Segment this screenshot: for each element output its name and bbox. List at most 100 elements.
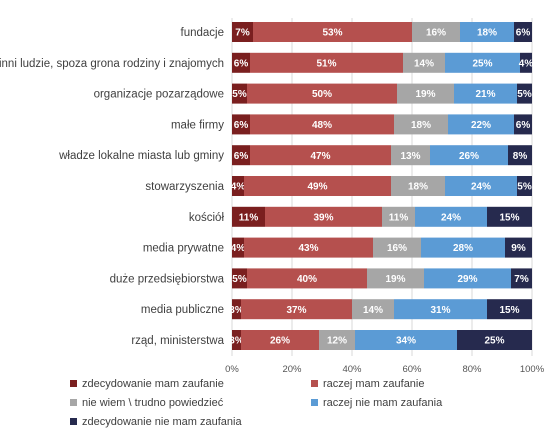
bar-value-label: 5%	[517, 182, 532, 193]
bar-segment	[382, 206, 415, 227]
legend-swatch	[70, 399, 77, 406]
bar-value-label: 7%	[514, 274, 529, 285]
bar-segment	[394, 299, 487, 320]
x-tick-label: 100%	[520, 364, 545, 375]
bar-value-label: 31%	[430, 305, 450, 316]
x-tick-label: 80%	[462, 364, 482, 375]
category-label: duże przedsiębiorstwa	[110, 273, 225, 285]
bar-value-label: 15%	[499, 212, 519, 223]
bar-value-label: 5%	[232, 89, 247, 100]
bar-value-label: 16%	[387, 243, 407, 254]
bar-value-label: 47%	[310, 151, 330, 162]
bar-value-label: 11%	[239, 212, 259, 223]
legend-swatch	[70, 418, 77, 425]
category-label: stowarzyszenia	[145, 181, 224, 193]
category-label: media publiczne	[141, 304, 224, 316]
bar-value-label: 40%	[297, 274, 317, 285]
legend-item[interactable]: nie wiem \ trudno powiedzieć	[70, 397, 224, 409]
bar-segment	[424, 268, 511, 289]
bar-value-label: 12%	[327, 336, 347, 347]
bar-segment	[445, 176, 517, 196]
bar-value-label: 6%	[234, 151, 249, 162]
bar-segment	[520, 52, 532, 73]
bar-segment	[232, 237, 244, 258]
x-tick-label: 40%	[342, 364, 362, 375]
bar-value-label: 24%	[441, 212, 461, 223]
bar-segment	[430, 145, 508, 166]
bar-value-label: 26%	[270, 336, 290, 347]
bar-segment	[412, 22, 460, 42]
bar-value-label: 48%	[312, 120, 332, 131]
bar-segment	[403, 52, 445, 73]
bar-segment	[517, 176, 532, 196]
bar-value-label: 37%	[286, 305, 306, 316]
bar-value-label: 19%	[415, 89, 435, 100]
bar-segment	[232, 299, 241, 320]
bar-segment	[355, 330, 457, 350]
bar-value-label: 25%	[472, 58, 492, 69]
category-label: rząd, ministerstwa	[131, 335, 224, 347]
bar-value-label: 9%	[511, 243, 526, 254]
bar-value-label: 43%	[298, 243, 318, 254]
bar-value-label: 4%	[231, 182, 246, 193]
bar-segment	[232, 145, 250, 166]
legend-item[interactable]: raczej mam zaufanie	[311, 378, 425, 390]
bar-segment	[232, 52, 250, 73]
bar-value-label: 28%	[453, 243, 473, 254]
legend-label: zdecydowanie nie mam zaufania	[82, 416, 242, 428]
bar-value-label: 7%	[235, 28, 250, 39]
category-labels: fundacje inni ludzie, spoza grona rodziny…	[0, 27, 225, 347]
bar-segment	[445, 52, 520, 73]
bar-value-label: 53%	[322, 28, 342, 39]
bar-segment	[391, 176, 445, 196]
bar-segment	[319, 330, 355, 350]
legend-item[interactable]: zdecydowanie nie mam zaufania	[70, 416, 242, 428]
bar-value-label: 34%	[396, 336, 416, 347]
bar-segment	[232, 176, 244, 196]
category-label: inni ludzie, spoza grona rodziny i znajo…	[0, 58, 224, 70]
category-label: kościół	[189, 212, 225, 224]
legend-swatch	[311, 399, 318, 406]
legend[interactable]: zdecydowanie mam zaufanie raczej mam zauf…	[70, 378, 443, 428]
x-tick-label: 0%	[225, 364, 239, 375]
bar-value-label: 6%	[516, 28, 531, 39]
bar-segment	[508, 145, 532, 166]
bar-value-label: 18%	[411, 120, 431, 131]
bar-segment	[454, 83, 517, 104]
bar-segment	[232, 22, 253, 42]
bar-value-label: 18%	[408, 182, 428, 193]
bar-segment	[244, 176, 391, 196]
bar-segment	[265, 206, 382, 227]
category-label: władze lokalne miasta lub gminy	[58, 150, 224, 162]
bar-value-label: 51%	[316, 58, 336, 69]
bar-value-label: 13%	[400, 151, 420, 162]
bar-segment	[487, 299, 532, 320]
bar-segment	[514, 22, 532, 42]
legend-label: raczej nie mam zaufania	[323, 397, 443, 409]
bar-segment	[241, 330, 319, 350]
bar-segment	[250, 145, 391, 166]
legend-label: zdecydowanie mam zaufanie	[82, 378, 224, 390]
bar-value-label: 22%	[471, 120, 491, 131]
category-label: fundacje	[181, 27, 224, 39]
bar-segment	[367, 268, 424, 289]
bar-segment	[421, 237, 505, 258]
bar-segment	[247, 268, 367, 289]
bar-segment	[241, 299, 352, 320]
bar-value-label: 15%	[499, 305, 519, 316]
legend-item[interactable]: raczej nie mam zaufania	[311, 397, 443, 409]
bar-value-label: 18%	[477, 28, 497, 39]
bar-segment	[415, 206, 487, 227]
bar-segment	[232, 268, 247, 289]
bar-value-label: 14%	[414, 58, 434, 69]
category-label: małe firmy	[171, 119, 224, 131]
bar-segment	[448, 114, 514, 135]
bars: 7% 53% 16% 18% 6% 6% 51% 14% 25% 4% 5% 50% 19% 21% 5% 6…	[229, 22, 533, 350]
bar-value-label: 3%	[229, 305, 244, 316]
x-tick-label: 60%	[402, 364, 422, 375]
bar-segment	[517, 83, 532, 104]
x-axis-tick-labels: 0% 20% 40% 60% 80% 100%	[225, 364, 545, 375]
bar-value-label: 25%	[484, 336, 504, 347]
legend-item[interactable]: zdecydowanie mam zaufanie	[70, 378, 224, 390]
